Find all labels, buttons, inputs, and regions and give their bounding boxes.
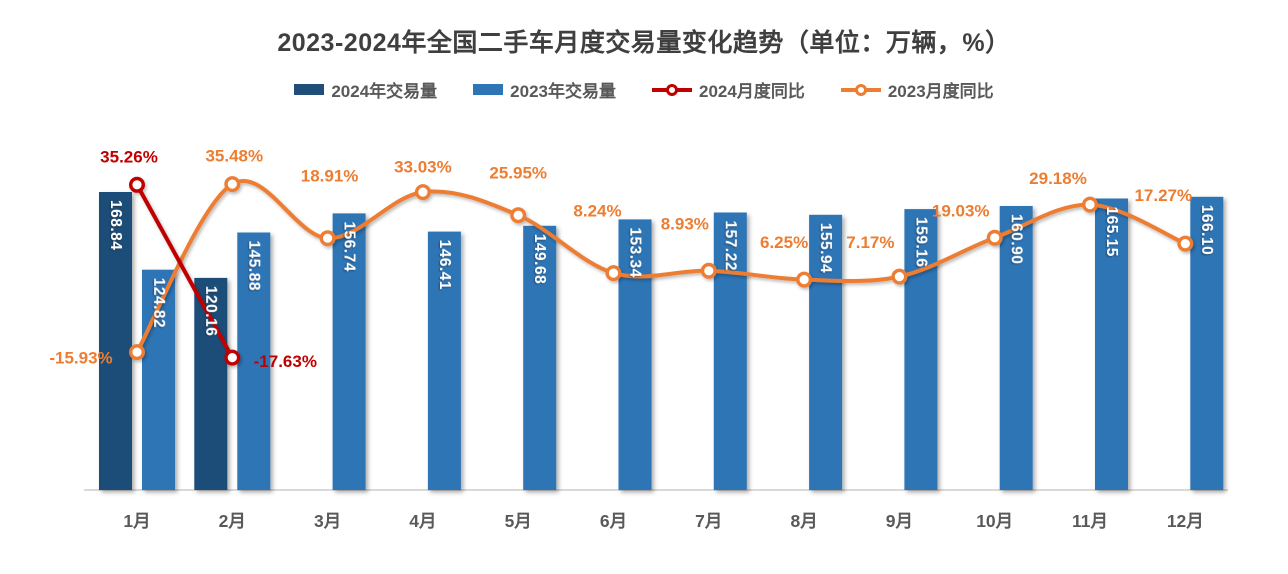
bar-value-label: 145.88 [245, 241, 262, 291]
bar-value-label: 165.15 [1103, 207, 1120, 257]
legend-label: 2023月度同比 [887, 82, 994, 101]
pct-label-2024月度同比-1月: 35.26% [100, 147, 158, 166]
bar-2023年交易量-2月 [237, 232, 271, 490]
bar-value-label: 168.84 [107, 200, 124, 250]
bar-2024年交易量-1月 [99, 192, 132, 490]
bar-value-label: 166.10 [1198, 205, 1215, 255]
pct-label-2023月度同比-6月: 8.24% [573, 202, 621, 221]
line-marker [1081, 196, 1098, 213]
pct-label-2023月度同比-1月: -15.93% [49, 349, 112, 368]
x-axis-label-7月: 7月 [695, 511, 722, 531]
x-axis-label-2月: 2月 [219, 511, 246, 531]
line-marker [605, 265, 622, 282]
bar-2024年交易量-2月 [194, 277, 228, 490]
bar-value-label: 153.34 [627, 227, 644, 277]
x-axis-label-11月: 11月 [1072, 511, 1108, 531]
bar-2023年交易量-11月 [1095, 198, 1128, 490]
x-axis-label-5月: 5月 [505, 511, 532, 531]
bar-value-label: 146.41 [436, 240, 453, 290]
legend-item-2023-volume: 2023年交易量 [473, 77, 616, 102]
pct-label-2024月度同比-2月: -17.63% [254, 352, 317, 371]
legend-item-2024-volume: 2024年交易量 [294, 77, 437, 102]
bar-2023年交易量-3月 [332, 213, 366, 490]
legend-item-2023-yoy: 2023月度同比 [840, 77, 994, 102]
pct-label-2023月度同比-10月: 19.03% [932, 201, 990, 220]
bar-value-label: 155.94 [817, 223, 834, 273]
line-2023月度同比 [128, 176, 1194, 361]
x-axis-label-8月: 8月 [790, 511, 817, 531]
bar-labels-group: 168.84 120.16 124.82 145.88 156.74 146.41 149.… [107, 200, 1215, 336]
legend-label: 2023年交易量 [510, 82, 616, 101]
pct-label-2023月度同比-5月: 25.95% [489, 164, 547, 183]
x-axis-label-1月: 1月 [123, 511, 150, 531]
x-axis-label-10月: 10月 [976, 511, 1013, 531]
line-marker [796, 271, 813, 288]
line-marker [510, 207, 527, 224]
pct-label-2023月度同比-8月: 6.25% [760, 233, 808, 252]
lines-group [128, 176, 1194, 366]
x-axis-label-9月: 9月 [886, 511, 913, 531]
line-marker [700, 262, 717, 279]
legend-label: 2024月度同比 [699, 82, 805, 101]
line-marker [414, 184, 431, 201]
bars-group [99, 192, 1224, 491]
line-marker [1177, 235, 1194, 252]
legend-line-swatch-2024-yoy [652, 83, 692, 96]
line-marker [224, 176, 241, 193]
bar-2023年交易量-12月 [1190, 196, 1224, 491]
legend-bar-swatch-2024 [294, 84, 325, 95]
bar-value-label: 159.16 [912, 217, 929, 267]
bar-value-label: 124.82 [150, 278, 167, 328]
line-marker [319, 230, 336, 247]
legend-bar-swatch-2023 [473, 84, 504, 95]
line-marker [128, 344, 145, 361]
line-marker [891, 268, 908, 285]
pct-label-2023月度同比-2月: 35.48% [205, 147, 263, 166]
chart-title: 2023-2024年全国二手车月度交易量变化趋势（单位：万辆，%） [277, 29, 1011, 57]
pct-label-2023月度同比-12月: 17.27% [1134, 186, 1192, 205]
bar-value-label: 160.90 [1008, 214, 1025, 264]
legend-label: 2024年交易量 [331, 82, 438, 101]
x-axis-label-4月: 4月 [409, 511, 436, 531]
line-marker [224, 349, 241, 366]
pct-label-2023月度同比-3月: 18.91% [301, 167, 359, 186]
bar-2023年交易量-4月 [427, 231, 461, 490]
legend-item-2024-yoy: 2024月度同比 [652, 77, 805, 102]
line-path [135, 182, 235, 360]
bar-value-label: 156.74 [341, 221, 358, 271]
bar-2023年交易量-6月 [618, 219, 652, 490]
bar-2023年交易量-5月 [523, 225, 557, 491]
pct-label-2023月度同比-4月: 33.03% [394, 158, 452, 177]
bar-value-label: 149.68 [531, 234, 548, 284]
x-axis-labels-group: 1月 2月 3月 4月 5月 6月 7月 8月 9月 10月 11月 12月 [123, 511, 1203, 531]
bar-2023年交易量-8月 [809, 214, 843, 491]
pct-label-2023月度同比-11月: 29.18% [1029, 169, 1087, 188]
pct-label-2023月度同比-9月: 7.17% [846, 233, 894, 252]
x-axis-label-3月: 3月 [314, 511, 341, 531]
line-marker [986, 229, 1003, 246]
bar-value-label: 157.22 [722, 221, 739, 271]
legend-line-swatch-2023-yoy [840, 83, 881, 96]
chart-legend: 2024年交易量 2023年交易量 2024月度同比 2023月度同比 [0, 77, 1288, 102]
bar-value-label: 120.16 [202, 286, 219, 336]
pct-label-2023月度同比-7月: 8.93% [661, 214, 709, 233]
x-axis-label-6月: 6月 [600, 511, 627, 531]
pct-labels-group: -15.93% 35.48% 18.91% 33.03% 25.95% 8.24% 8.93… [49, 147, 1192, 372]
x-axis-label-12月: 12月 [1167, 511, 1204, 531]
line-marker [128, 176, 145, 193]
bar-2023年交易量-10月 [999, 206, 1033, 490]
bar-2023年交易量-9月 [904, 209, 938, 490]
bar-2023年交易量-7月 [713, 212, 747, 490]
line-2024月度同比 [128, 176, 241, 366]
